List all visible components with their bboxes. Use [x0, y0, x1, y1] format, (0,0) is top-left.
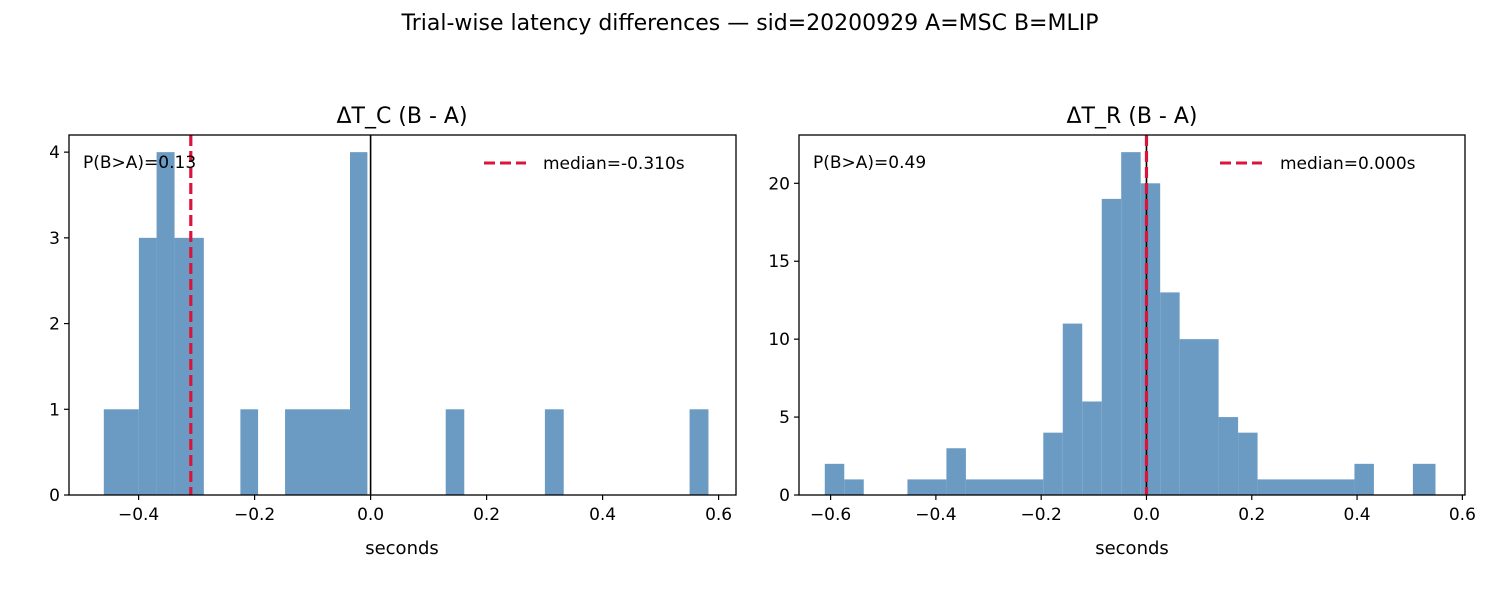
panel-2-bar-11	[1160, 292, 1180, 495]
panel-1-annotation: P(B>A)=0.13	[83, 153, 196, 173]
panel-1-bar-7	[445, 409, 465, 495]
panel-2-bar-0	[824, 463, 845, 495]
panel-1-bar-5	[285, 409, 351, 495]
panel-2-legend: median=0.000s	[1220, 154, 1416, 174]
panel-2-bar-15	[1257, 479, 1355, 495]
panel-1-bar-9	[689, 409, 709, 495]
panel-1-ytick-label-1: 1	[49, 400, 60, 420]
panel-2-bar-12	[1179, 339, 1219, 495]
panel-2-bar-17	[1412, 463, 1436, 495]
panel-1-ytick-label-3: 3	[49, 229, 60, 249]
panel-1-title: ΔT_C (B - A)	[336, 104, 467, 129]
panel-2-xtick-label-0: −0.6	[810, 505, 851, 525]
panel-2: ΔT_R (B - A) −0.6 −0.4 −0.2 0.0 0.2 0.4 0.6 0 5 1…	[768, 104, 1476, 559]
panel-1-bar-8	[544, 409, 564, 495]
panel-1: ΔT_C (B - A) −0.4 −0.2 0.0 0.2 0.4 0.6 0 1 2 3 4 P…	[49, 104, 737, 559]
panel-2-legend-label: median=0.000s	[1280, 154, 1416, 174]
panel-1-bar-1	[138, 237, 157, 495]
panel-2-xtick-label-4: 0.2	[1238, 505, 1265, 525]
panel-2-bar-10	[1140, 183, 1161, 495]
panel-2-xtick-label-2: −0.2	[1021, 505, 1062, 525]
panel-2-bar-8	[1101, 198, 1122, 495]
panel-1-bar-6	[350, 152, 368, 495]
panel-2-bar-2	[907, 479, 947, 495]
panel-1-plot-area: −0.4 −0.2 0.0 0.2 0.4 0.6 0 1 2 3 4	[49, 134, 737, 525]
panel-1-xlabel: seconds	[365, 538, 439, 559]
panel-1-legend: median=-0.310s	[484, 154, 685, 174]
panel-1-legend-label: median=-0.310s	[543, 154, 685, 174]
panel-1-axes-frame	[68, 134, 737, 496]
panel-2-xtick-label-6: 0.6	[1449, 505, 1476, 525]
panel-2-xtick-label-1: −0.4	[915, 505, 956, 525]
panel-1-bar-4	[240, 409, 259, 495]
panel-1-xtick-label-0: −0.4	[118, 505, 159, 525]
panel-1-ytick-label-0: 0	[49, 486, 60, 506]
panel-1-bar-0	[103, 409, 139, 495]
panel-1-xtick-label-2: 0.0	[357, 505, 384, 525]
panel-2-xtick-label-5: 0.4	[1344, 505, 1371, 525]
panel-2-bar-3	[946, 448, 966, 495]
panel-2-annotation: P(B>A)=0.49	[813, 153, 926, 173]
panel-1-xtick-label-3: 0.2	[473, 505, 500, 525]
panel-2-bar-1	[844, 479, 864, 495]
panel-1-xtick-label-1: −0.2	[234, 505, 275, 525]
figure-suptitle: Trial-wise latency differences — sid=202…	[401, 11, 1099, 36]
panel-2-bar-9	[1121, 152, 1141, 495]
panel-1-xtick-label-5: 0.6	[705, 505, 732, 525]
panel-1-xtick-label-4: 0.4	[589, 505, 616, 525]
panel-2-bar-14	[1238, 432, 1258, 495]
panel-2-bar-7	[1082, 401, 1102, 495]
panel-2-ytick-label-3: 15	[768, 252, 790, 272]
panel-2-bar-13	[1218, 417, 1239, 495]
panel-2-bar-16	[1354, 463, 1374, 495]
panel-2-ytick-label-1: 5	[779, 408, 790, 428]
panel-2-bar-4	[965, 479, 1044, 495]
panel-2-bar-6	[1062, 323, 1083, 495]
panel-2-ytick-label-4: 20	[768, 174, 790, 194]
panel-1-ytick-label-4: 4	[49, 143, 60, 163]
panel-2-xlabel: seconds	[1095, 538, 1169, 559]
panel-2-ytick-label-0: 0	[779, 486, 790, 506]
panel-2-ytick-label-2: 10	[768, 330, 790, 350]
panel-1-ytick-label-2: 2	[49, 315, 60, 335]
panel-2-axes-frame	[798, 134, 1466, 496]
panel-2-bar-5	[1043, 432, 1063, 495]
panel-1-bar-2	[156, 152, 175, 495]
panel-2-title: ΔT_R (B - A)	[1066, 104, 1197, 129]
panel-2-xtick-label-3: 0.0	[1133, 505, 1160, 525]
panel-2-plot-area: −0.6 −0.4 −0.2 0.0 0.2 0.4 0.6 0 5 10 15 20	[768, 134, 1476, 525]
